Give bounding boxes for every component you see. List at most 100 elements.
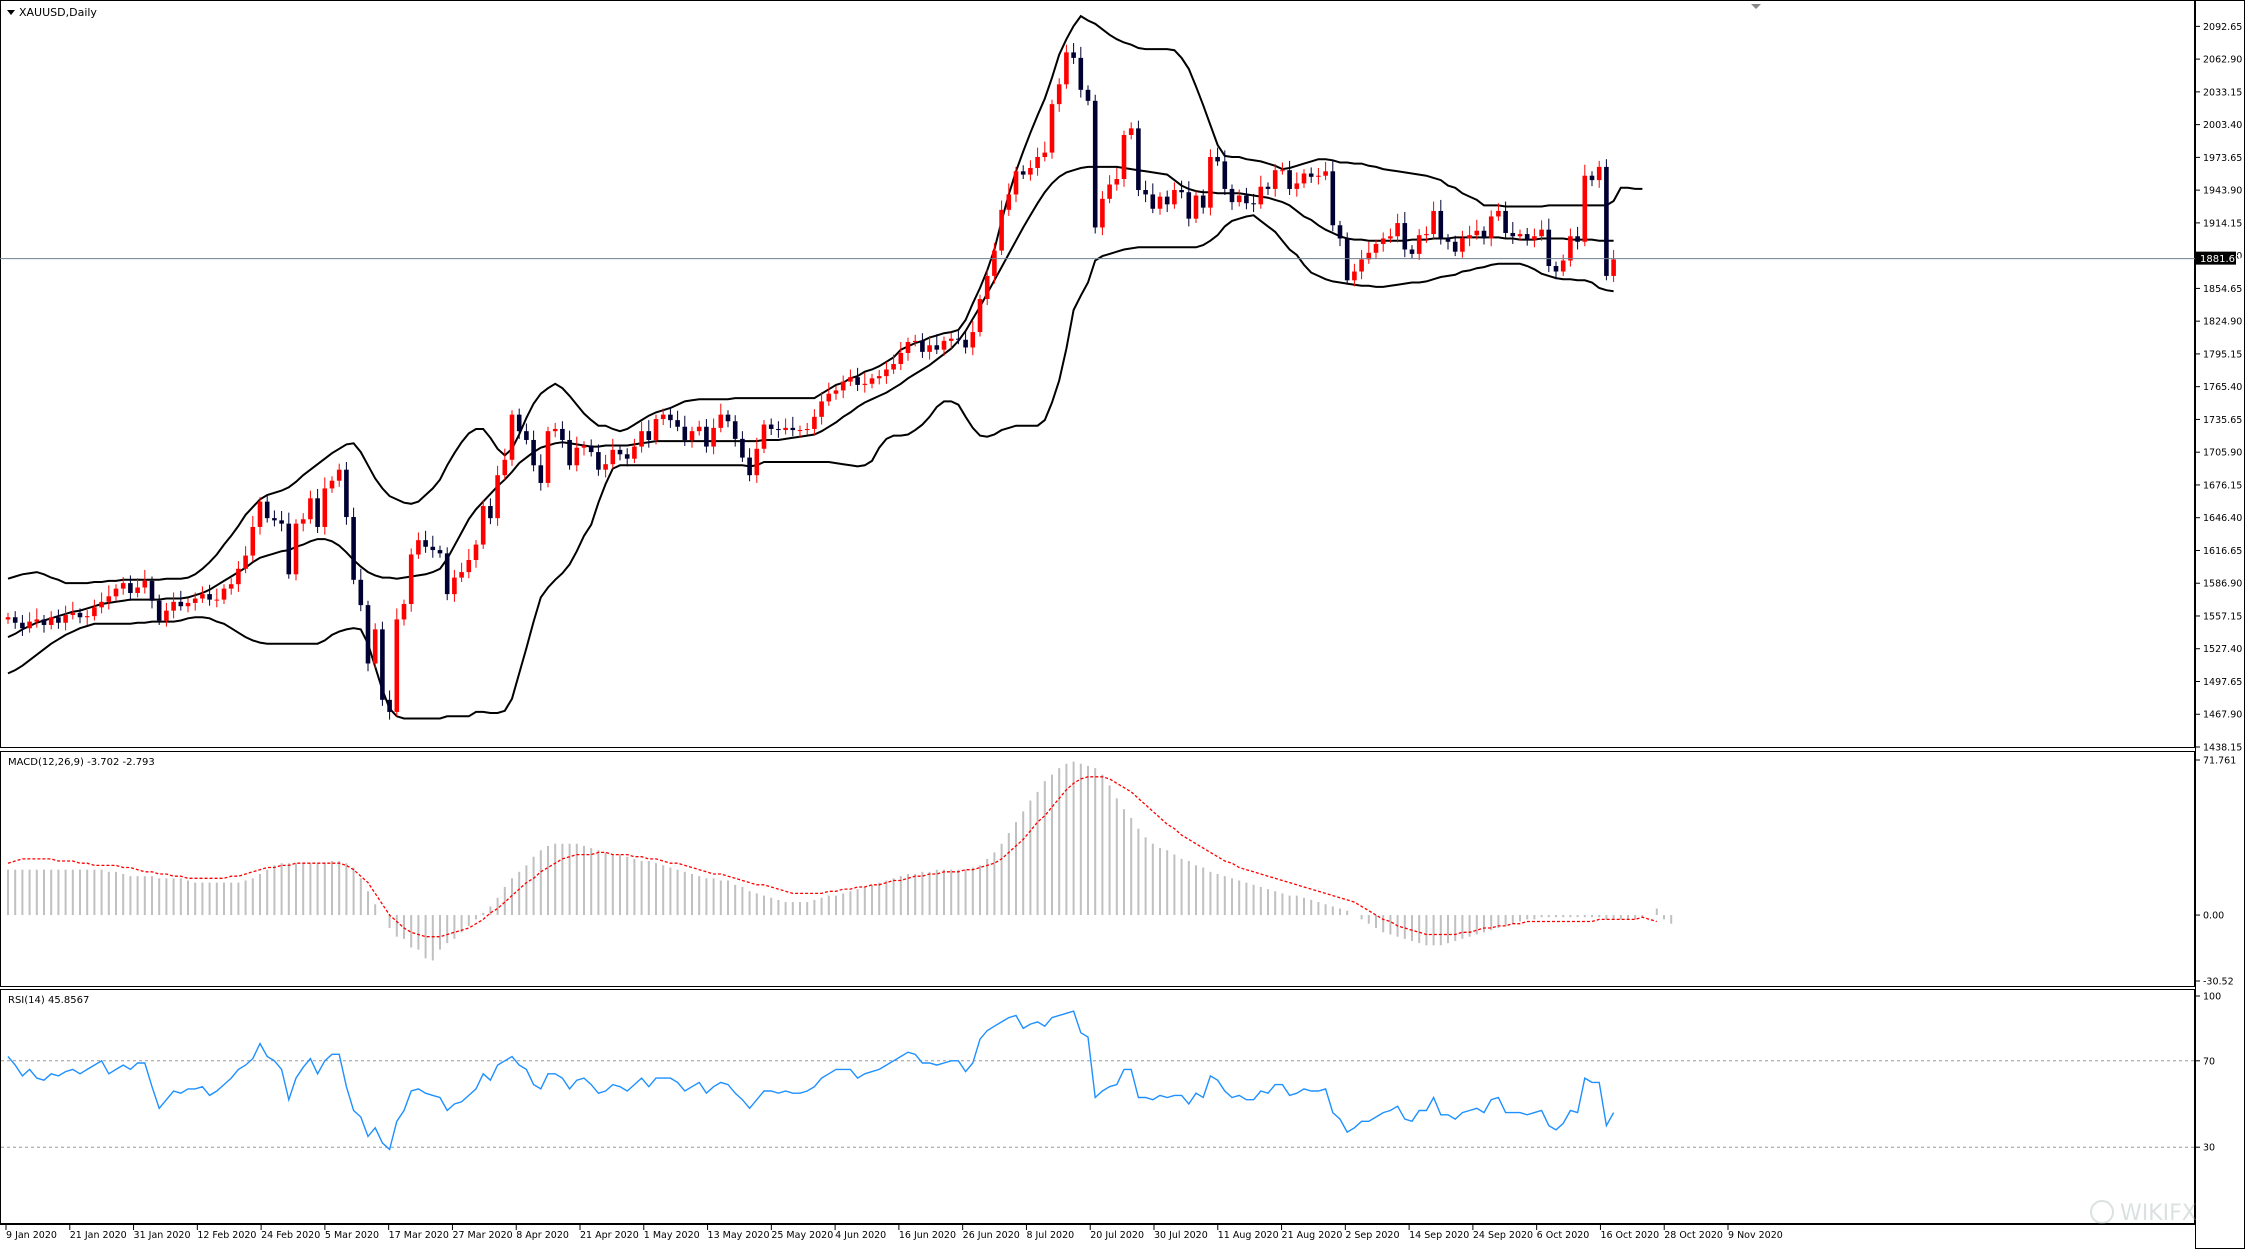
bollinger-bands	[7, 14, 1643, 720]
candle-body	[862, 383, 868, 385]
candle-body	[509, 414, 515, 460]
date-tick-label: 30 Jul 2020	[1154, 1230, 1208, 1241]
candle-body	[20, 622, 25, 629]
bollinger-middle-line	[7, 165, 1614, 639]
candle-body	[394, 619, 400, 712]
candle-body	[1085, 89, 1091, 101]
rsi-tick-label: 100	[2203, 992, 2221, 1003]
candle-body	[1316, 175, 1321, 177]
candle-body	[1056, 84, 1062, 105]
candle-body	[351, 517, 356, 580]
candle-body	[466, 559, 472, 573]
watermark-text: WIKIFX	[2120, 1201, 2197, 1226]
candle-body	[92, 607, 97, 617]
candle-body	[855, 377, 860, 385]
date-tick-label: 2 Sep 2020	[1345, 1230, 1399, 1241]
candle-body	[63, 615, 68, 623]
candle-body	[1208, 156, 1213, 208]
date-tick-label: 4 Jun 2020	[835, 1230, 886, 1241]
candle-body	[1028, 168, 1033, 175]
candle-body	[876, 376, 882, 379]
candle-body	[336, 469, 342, 481]
macd-signal-line	[7, 776, 1657, 938]
candle-body	[956, 338, 961, 340]
candle-body	[1409, 249, 1415, 254]
candle-body	[1157, 196, 1163, 209]
candle-body	[747, 457, 752, 476]
candle-body	[5, 617, 11, 620]
candle-body	[898, 352, 904, 364]
candle-body	[1150, 194, 1156, 209]
candle-body	[1474, 230, 1480, 236]
candle-body	[1078, 57, 1084, 90]
level-lines	[1, 1060, 2195, 1148]
candle-body	[567, 439, 572, 466]
candle-body	[221, 588, 227, 600]
price-tick-label: 2033.15	[2203, 87, 2242, 98]
candle-body	[970, 332, 976, 348]
candle-body	[502, 459, 508, 476]
candle-body	[574, 447, 580, 466]
candle-body	[41, 619, 47, 625]
panel-menu-arrow-icon[interactable]	[7, 10, 15, 15]
candle-body	[1308, 173, 1314, 177]
candle-body	[1481, 230, 1487, 239]
candle-body	[768, 424, 774, 429]
price-tick-label: 1586.90	[2203, 579, 2242, 590]
candle-body	[1416, 235, 1422, 254]
candle-body	[804, 428, 810, 431]
candle-body	[1143, 190, 1148, 195]
candle-body	[488, 506, 493, 519]
candle-body	[430, 546, 436, 551]
candle-body	[1179, 190, 1184, 193]
shift-marker-icon[interactable]	[1751, 4, 1761, 9]
candle-body	[1193, 195, 1199, 219]
candle-body	[257, 501, 263, 527]
candle-body	[1359, 259, 1364, 272]
candle-body	[171, 601, 176, 611]
candle-body	[1373, 243, 1379, 253]
date-tick-label: 28 Oct 2020	[1664, 1230, 1723, 1241]
candle-body	[387, 699, 392, 712]
candle-body	[1611, 259, 1616, 276]
date-tick-label: 11 Aug 2020	[1218, 1230, 1279, 1241]
candle-body	[1280, 170, 1285, 172]
candle-body	[624, 454, 630, 459]
candle-body	[740, 438, 745, 458]
candle-body	[27, 621, 32, 629]
candle-body	[920, 340, 925, 352]
candle-body	[1330, 171, 1336, 226]
macd-panel-label: MACD(12,26,9) -3.702 -2.793	[8, 757, 155, 768]
candle-body	[495, 475, 500, 519]
candle-body	[34, 619, 40, 622]
candle-body	[1006, 194, 1012, 210]
candle-body	[999, 209, 1004, 251]
candle-body	[812, 416, 817, 429]
candle-body	[156, 600, 162, 621]
candle-body	[250, 526, 256, 556]
candle-body	[228, 584, 234, 589]
candle-body	[1395, 223, 1400, 237]
candle-body	[1424, 234, 1429, 236]
macd-panel	[0, 751, 2195, 987]
candle-body	[1582, 175, 1588, 242]
candle-body	[315, 498, 320, 527]
rsi-tick-label: 30	[2203, 1143, 2215, 1154]
candle-body	[1222, 161, 1228, 189]
candle-body	[545, 431, 551, 483]
candle-body	[1388, 236, 1393, 239]
candle-body	[1013, 171, 1019, 195]
candle-body	[689, 431, 695, 440]
candle-body	[1510, 232, 1516, 237]
candle-body	[344, 469, 349, 518]
price-tick-label: 1467.90	[2203, 710, 2242, 721]
candle-body	[790, 427, 796, 431]
candle-body	[1589, 175, 1595, 181]
date-tick-label: 21 Jan 2020	[70, 1230, 127, 1241]
candle-body	[531, 439, 536, 466]
candle-body	[1035, 156, 1040, 169]
candle-body	[300, 519, 306, 524]
candle-body	[668, 414, 673, 421]
date-tick-label: 9 Nov 2020	[1728, 1230, 1783, 1241]
